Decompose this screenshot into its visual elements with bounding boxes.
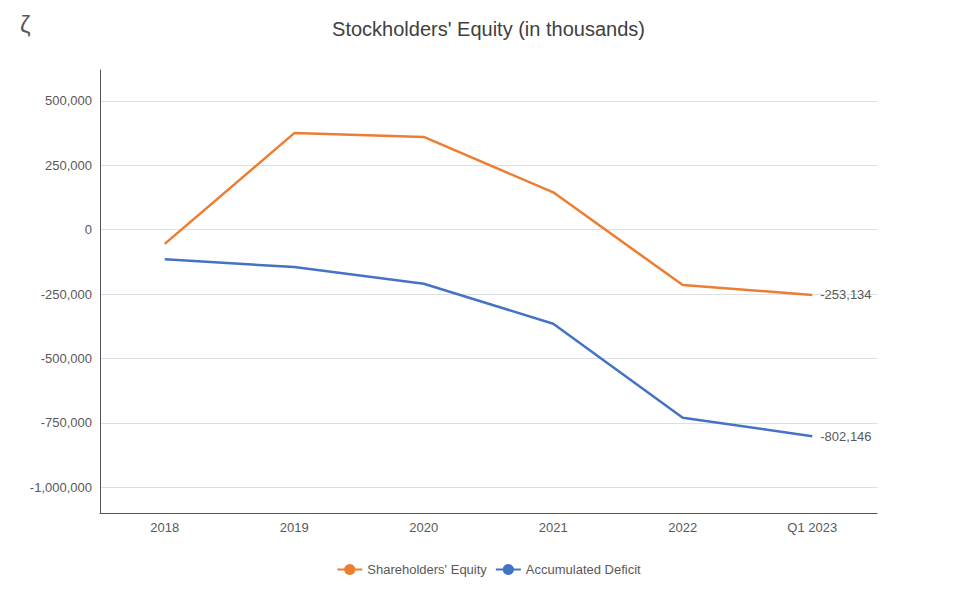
svg-text:2022: 2022 xyxy=(668,520,697,535)
svg-text:Accumulated Deficit: Accumulated Deficit xyxy=(526,562,641,577)
svg-text:250,000: 250,000 xyxy=(45,158,92,173)
svg-text:-253,134: -253,134 xyxy=(820,287,871,302)
svg-text:2020: 2020 xyxy=(409,520,438,535)
svg-text:-250,000: -250,000 xyxy=(41,287,92,302)
svg-text:Shareholders' Equity: Shareholders' Equity xyxy=(367,562,487,577)
svg-text:-802,146: -802,146 xyxy=(820,429,871,444)
svg-text:2021: 2021 xyxy=(539,520,568,535)
svg-text:-750,000: -750,000 xyxy=(41,415,92,430)
svg-text:Q1 2023: Q1 2023 xyxy=(787,520,837,535)
svg-text:2019: 2019 xyxy=(280,520,309,535)
svg-text:500,000: 500,000 xyxy=(45,93,92,108)
svg-text:-1,000,000: -1,000,000 xyxy=(30,480,92,495)
svg-text:0: 0 xyxy=(85,222,92,237)
svg-text:2018: 2018 xyxy=(150,520,179,535)
svg-text:-500,000: -500,000 xyxy=(41,351,92,366)
svg-text:ζ: ζ xyxy=(20,11,31,38)
svg-text:Stockholders' Equity (in thous: Stockholders' Equity (in thousands) xyxy=(332,18,645,40)
